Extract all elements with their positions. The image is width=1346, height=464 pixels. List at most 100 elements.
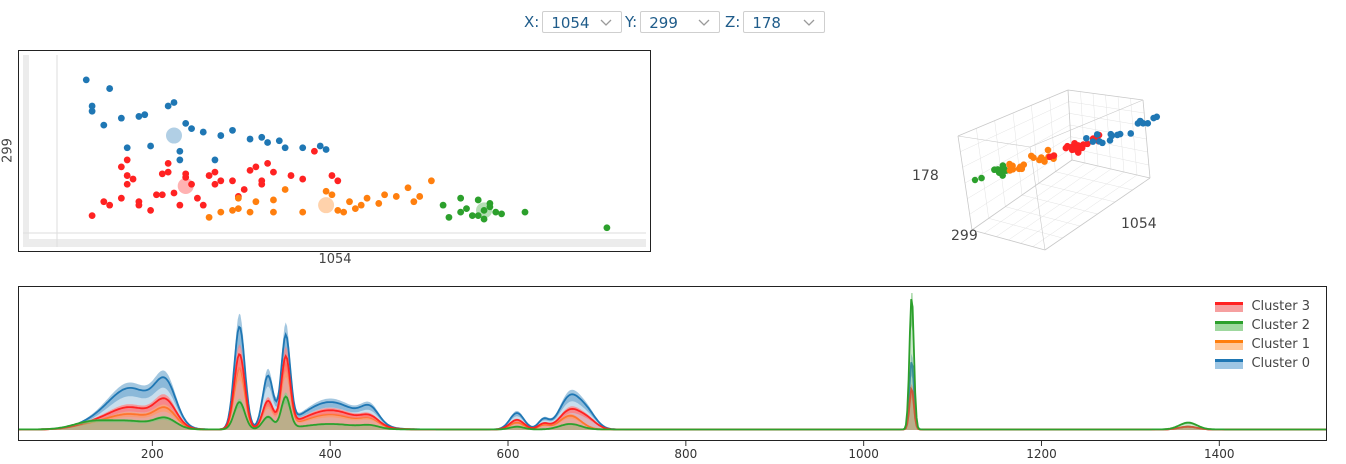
z-axis-dropdown[interactable]: 178: [743, 11, 826, 33]
cluster3-point: [117, 194, 125, 202]
legend-item-cluster-1[interactable]: Cluster 1: [1215, 335, 1310, 354]
cluster3-point: [117, 163, 125, 171]
legend-item-cluster-3[interactable]: Cluster 3: [1215, 297, 1310, 316]
cluster1-point: [351, 205, 359, 213]
scatter-3d-ylabel: 299: [951, 228, 978, 244]
cluster0-centroid: [166, 127, 182, 144]
cluster3-point: [123, 156, 131, 164]
cluster1-point: [334, 206, 342, 214]
spectra-x-axis: 200 400 600 800 1000 1200 1400: [141, 441, 1235, 461]
spectra-panel[interactable]: [18, 286, 1327, 441]
cluster3-point: [194, 194, 201, 202]
cluster2-point: [486, 203, 494, 211]
cluster3-area: [19, 354, 1326, 430]
cluster0-point: [176, 156, 184, 164]
cluster2-point: [474, 212, 482, 220]
cluster2-point-3d: [1000, 165, 1008, 173]
cluster3-point: [170, 189, 178, 197]
cluster0-point: [199, 128, 207, 136]
cluster2-point-3d: [978, 174, 985, 182]
cluster2-area: [19, 299, 1326, 430]
y-axis-band: [23, 55, 29, 247]
y-axis-select[interactable]: Y: 299: [625, 10, 721, 34]
scatter-3d-plot[interactable]: [900, 60, 1200, 260]
cluster1-point-3d: [1027, 152, 1035, 160]
x-tick-label: 800: [674, 447, 697, 461]
cluster3-point: [311, 147, 318, 155]
cluster3-point: [252, 163, 260, 171]
cluster3-point-3d: [1072, 145, 1080, 152]
cluster0-point: [141, 111, 149, 119]
x-axis-label: X:: [524, 13, 540, 31]
cluster0-point: [164, 102, 172, 110]
y-axis-dropdown[interactable]: 299: [640, 11, 721, 33]
cluster3-point: [188, 180, 195, 188]
cluster1-point: [410, 198, 418, 206]
cluster3-point: [164, 168, 172, 176]
z-axis-value: 178: [752, 14, 781, 32]
cluster0-point: [299, 144, 307, 152]
cluster1-point: [299, 208, 307, 216]
legend-swatch: [1215, 301, 1244, 312]
cluster0-point-3d: [1093, 131, 1101, 138]
legend-item-cluster-0[interactable]: Cluster 0: [1215, 354, 1310, 373]
box-edge: [1029, 99, 1144, 148]
x-tick-label: 1400: [1204, 447, 1235, 461]
cluster3-point: [88, 212, 96, 220]
cluster0-point-3d: [1089, 138, 1097, 145]
cluster0-band: [19, 313, 1326, 430]
box-edge: [1069, 124, 1147, 140]
cluster3-point: [211, 168, 219, 176]
cluster3-point-3d: [1084, 140, 1091, 148]
scatter-2d-plot[interactable]: [19, 51, 650, 251]
box-edge: [971, 159, 1073, 231]
cluster0-point-3d: [1144, 120, 1152, 127]
cluster2-point: [492, 208, 500, 216]
box-edge: [1069, 113, 1146, 127]
spectra-legend: Cluster 3 Cluster 2 Cluster 1 Cluster 0: [1215, 297, 1310, 373]
cluster1-point: [229, 206, 236, 214]
x-axis-value: 1054: [551, 14, 590, 32]
scatter-3d-xlabel: 1054: [1121, 216, 1157, 232]
cluster2-point: [521, 208, 529, 216]
cluster0-point: [88, 107, 96, 115]
cluster0-point: [211, 156, 219, 164]
cluster1-point: [416, 193, 424, 200]
cluster1-band: [19, 355, 1326, 430]
y-axis-value: 299: [649, 14, 678, 32]
cluster1-line: [19, 361, 1326, 431]
cluster1-point: [381, 191, 388, 199]
cluster0-point: [182, 119, 190, 127]
cluster3-line: [19, 352, 1326, 431]
cluster1-point-3d: [1020, 161, 1028, 169]
z-axis-select[interactable]: Z: 178: [725, 10, 826, 34]
cluster1-point: [205, 213, 213, 221]
legend-label: Cluster 2: [1251, 318, 1310, 333]
legend-swatch: [1215, 339, 1244, 350]
legend-label: Cluster 0: [1251, 356, 1310, 371]
x-axis-band: [23, 239, 646, 247]
cluster3-point: [182, 170, 190, 178]
cluster0-point-3d: [1127, 130, 1135, 137]
cluster2-point: [480, 206, 488, 214]
x-axis-dropdown[interactable]: 1054: [542, 11, 623, 33]
box-edge: [957, 135, 973, 231]
x-tick-label: 1000: [848, 447, 879, 461]
cluster0-point-3d: [1107, 130, 1115, 138]
chevron-down-icon: [698, 19, 710, 26]
cluster0-point: [117, 114, 125, 122]
cluster0-point: [135, 113, 143, 120]
scatter-2d-panel[interactable]: [18, 50, 651, 252]
box-edge: [1142, 99, 1151, 179]
legend-label: Cluster 3: [1251, 299, 1310, 314]
box-edge: [1068, 101, 1145, 114]
cluster1-point: [363, 194, 371, 202]
cluster3-point: [240, 186, 248, 193]
cluster0-area: [19, 327, 1326, 430]
cluster0-point-3d: [1099, 139, 1106, 147]
x-axis-select[interactable]: X: 1054: [524, 10, 623, 34]
x-tick-label: 600: [497, 447, 520, 461]
legend-item-cluster-2[interactable]: Cluster 2: [1215, 316, 1310, 335]
spectra-plot[interactable]: [18, 287, 1326, 440]
box-edge: [1008, 168, 1112, 241]
